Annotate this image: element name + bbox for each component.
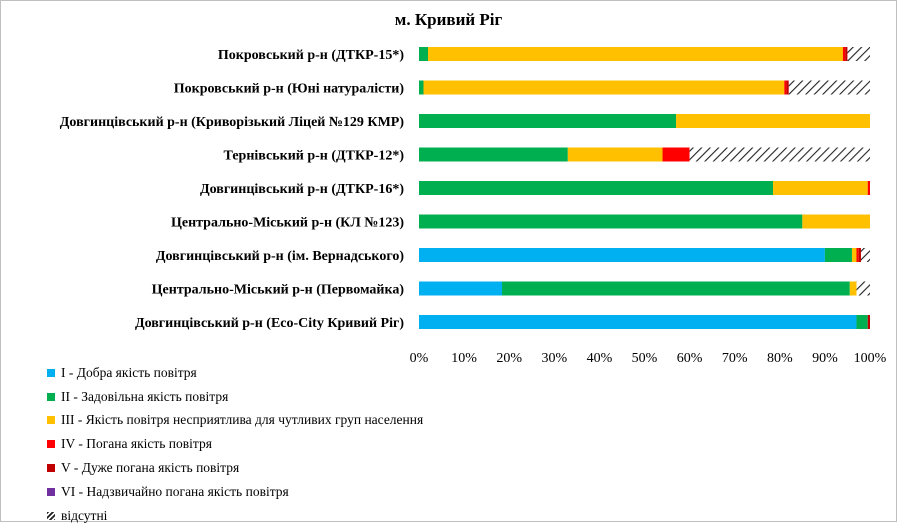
bar-segment-series-2 (419, 147, 568, 162)
x-tick-label: 100% (854, 351, 887, 366)
bar-segment-series-5 (786, 80, 789, 95)
legend-item: відсутні (47, 504, 423, 528)
x-tick-label: 70% (722, 351, 748, 366)
x-tick-label: 50% (632, 351, 658, 366)
bar-segment-series-3 (802, 214, 870, 229)
category-label: Тернівський р-н (ДТКР-12*) (224, 149, 405, 164)
bar-segment-series-2 (502, 281, 850, 296)
x-tick-label: 0% (410, 351, 429, 366)
legend-label: II - Задовільна якість повітря (61, 388, 229, 404)
bar-segment-series-5 (867, 315, 870, 329)
bar-segment-series-2 (419, 114, 677, 128)
legend-label: I - Добра якість повітря (61, 364, 197, 380)
category-label: Довгинцівський р-н (ДТКР-16*) (200, 182, 404, 197)
legend-swatch (47, 487, 55, 496)
legend-swatch (47, 392, 55, 401)
x-tick-label: 30% (541, 351, 567, 366)
legend-label: V - Дуже погана якість повітря (61, 460, 240, 476)
bar-segment-series-1 (419, 281, 503, 296)
legend-swatch (47, 511, 55, 520)
legend-label: VI - Надзвичайно погана якість повітря (61, 483, 289, 499)
chart-title: м. Кривий Ріг (394, 10, 503, 29)
bar-segment-series-4 (856, 248, 859, 262)
bar-segment-series-2 (419, 80, 424, 95)
bar-segment-series-1 (419, 248, 825, 262)
legend-swatch (47, 440, 55, 449)
legend-item: IV - Погана якість повітря (47, 432, 423, 456)
bar-segment-series-2 (824, 248, 852, 262)
x-tick-label: 10% (451, 351, 477, 366)
bar-segment-series-2 (419, 47, 429, 61)
bar-segment-series-2 (419, 214, 803, 229)
x-tick-label: 90% (812, 351, 838, 366)
bar-segment-series-7 (856, 281, 870, 296)
legend-item: II - Задовільна якість повітря (47, 385, 423, 409)
bar-segment-series-3 (676, 114, 870, 128)
bar-segment-series-7 (788, 80, 870, 95)
bar-segment-series-3 (851, 248, 857, 262)
bar-segment-series-1 (419, 315, 857, 329)
legend-item: V - Дуже погана якість повітря (47, 456, 423, 480)
bar-segment-series-3 (773, 181, 868, 195)
bar-segment-series-4 (662, 147, 690, 162)
category-label: Центрально-Міський р-н (КЛ №123) (171, 216, 404, 231)
legend-swatch (47, 416, 55, 425)
bar-segment-series-7 (847, 47, 870, 61)
bar-segment-series-3 (428, 47, 843, 61)
bar-segment-series-4 (784, 80, 787, 95)
chart-legend: I - Добра якість повітря II - Задовільна … (47, 361, 423, 528)
legend-label: IV - Погана якість повітря (61, 436, 212, 452)
category-label: Довгинцівський р-н (ім. Вернадського) (156, 249, 404, 264)
legend-swatch (47, 464, 55, 473)
category-label: Довгинцівський р-н (Криворізький Ліцей №… (60, 115, 405, 130)
bar-segment-series-4 (842, 47, 846, 61)
category-label: Покровський р-н (Юні натуралісти) (174, 82, 405, 97)
bar-segment-series-3 (849, 281, 857, 296)
bar-segment-series-4 (867, 181, 870, 195)
legend-item: III - Якість повітря несприятлива для чу… (47, 409, 423, 433)
x-tick-label: 60% (677, 351, 703, 366)
bar-segment-series-5 (858, 248, 861, 262)
category-label: Довгинцівський р-н (Eco-City Кривий Ріг) (135, 316, 404, 331)
category-label: Центрально-Міський р-н (Первомайка) (152, 283, 405, 298)
x-tick-label: 80% (767, 351, 793, 366)
bar-segment-series-2 (419, 181, 774, 195)
bar-segment-series-7 (689, 147, 870, 162)
category-label: Покровський р-н (ДТКР-15*) (218, 48, 404, 63)
bar-segment-series-7 (860, 248, 870, 262)
bar-segment-series-3 (567, 147, 663, 162)
bar-segment-series-3 (423, 80, 785, 95)
legend-item: VI - Надзвичайно погана якість повітря (47, 480, 423, 504)
legend-label: III - Якість повітря несприятлива для чу… (61, 412, 424, 428)
x-tick-label: 20% (496, 351, 522, 366)
legend-label: відсутні (61, 507, 108, 523)
bar-segment-series-5 (845, 47, 848, 61)
x-tick-label: 40% (587, 351, 613, 366)
legend-item: I - Добра якість повітря (47, 361, 423, 385)
bar-segment-series-2 (856, 315, 868, 329)
legend-swatch (47, 368, 55, 377)
